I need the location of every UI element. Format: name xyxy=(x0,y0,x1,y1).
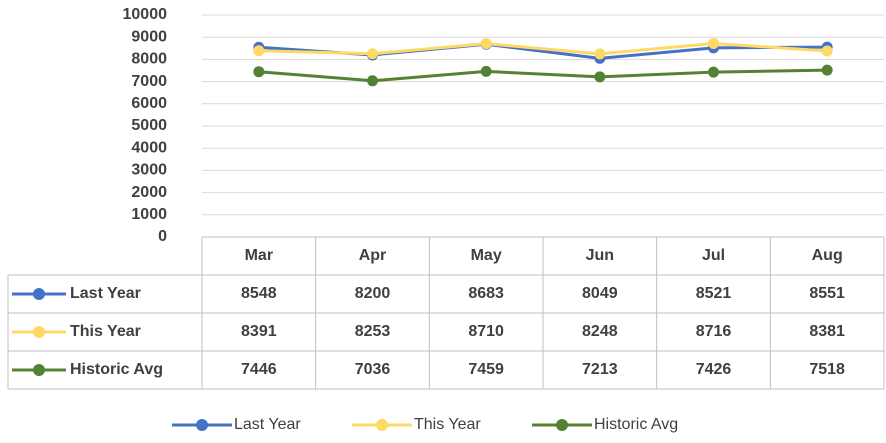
legend-key xyxy=(33,364,45,376)
table-value: 8248 xyxy=(582,323,618,340)
table-value: 7426 xyxy=(696,361,732,378)
marker xyxy=(708,38,719,50)
table-value: 8381 xyxy=(809,323,845,340)
table-row-label: This Year xyxy=(70,323,141,340)
marker xyxy=(821,64,833,76)
table-value: 8551 xyxy=(809,285,845,302)
y-tick-label: 9000 xyxy=(131,28,167,45)
marker xyxy=(821,45,833,57)
legend-key xyxy=(556,419,568,431)
legend-key xyxy=(376,419,388,431)
marker xyxy=(367,75,378,87)
y-tick-label: 2000 xyxy=(131,184,167,201)
y-tick-label: 10000 xyxy=(123,6,168,23)
series-line xyxy=(258,42,828,56)
series-line xyxy=(258,68,828,83)
x-tick-label: Jul xyxy=(702,247,725,264)
x-tick-label: Mar xyxy=(245,247,273,264)
table-value: 7446 xyxy=(241,361,277,378)
legend-label: Last Year xyxy=(234,416,301,433)
marker xyxy=(480,65,492,77)
legend-label: Historic Avg xyxy=(594,416,678,433)
table-value: 8683 xyxy=(468,285,504,302)
y-tick-label: 7000 xyxy=(131,73,167,90)
table-value: 8521 xyxy=(696,285,732,302)
marker xyxy=(480,38,492,50)
y-tick-label: 5000 xyxy=(131,117,167,134)
table-value: 7036 xyxy=(355,361,391,378)
marker xyxy=(367,48,378,60)
y-tick-label: 1000 xyxy=(131,206,167,223)
table-value: 8049 xyxy=(582,285,618,302)
legend-key xyxy=(196,419,208,431)
legend-key xyxy=(33,326,45,338)
x-tick-label: Aug xyxy=(812,247,843,264)
x-tick-label: May xyxy=(471,247,502,264)
x-tick-label: Apr xyxy=(359,247,387,264)
marker xyxy=(253,66,265,78)
table-value: 8548 xyxy=(241,285,277,302)
y-tick-label: 6000 xyxy=(131,95,167,112)
marker xyxy=(253,45,265,57)
x-tick-label: Jun xyxy=(586,247,614,264)
legend-key xyxy=(33,288,45,300)
y-tick-label: 0 xyxy=(158,228,167,245)
table-value: 7518 xyxy=(809,361,845,378)
table-row-label: Historic Avg xyxy=(70,361,163,378)
legend-label: This Year xyxy=(414,416,481,433)
y-tick-label: 8000 xyxy=(131,51,167,68)
table-value: 8253 xyxy=(355,323,391,340)
table-value: 7459 xyxy=(468,361,504,378)
marker xyxy=(708,66,719,78)
table-value: 8716 xyxy=(696,323,732,340)
table-value: 8710 xyxy=(468,323,504,340)
table-value: 8391 xyxy=(241,323,277,340)
y-tick-label: 4000 xyxy=(131,139,167,156)
marker xyxy=(594,48,606,60)
y-tick-label: 3000 xyxy=(131,162,167,179)
table-row-label: Last Year xyxy=(70,285,141,302)
table-value: 7213 xyxy=(582,361,618,378)
table-value: 8200 xyxy=(355,285,391,302)
marker xyxy=(594,71,606,83)
